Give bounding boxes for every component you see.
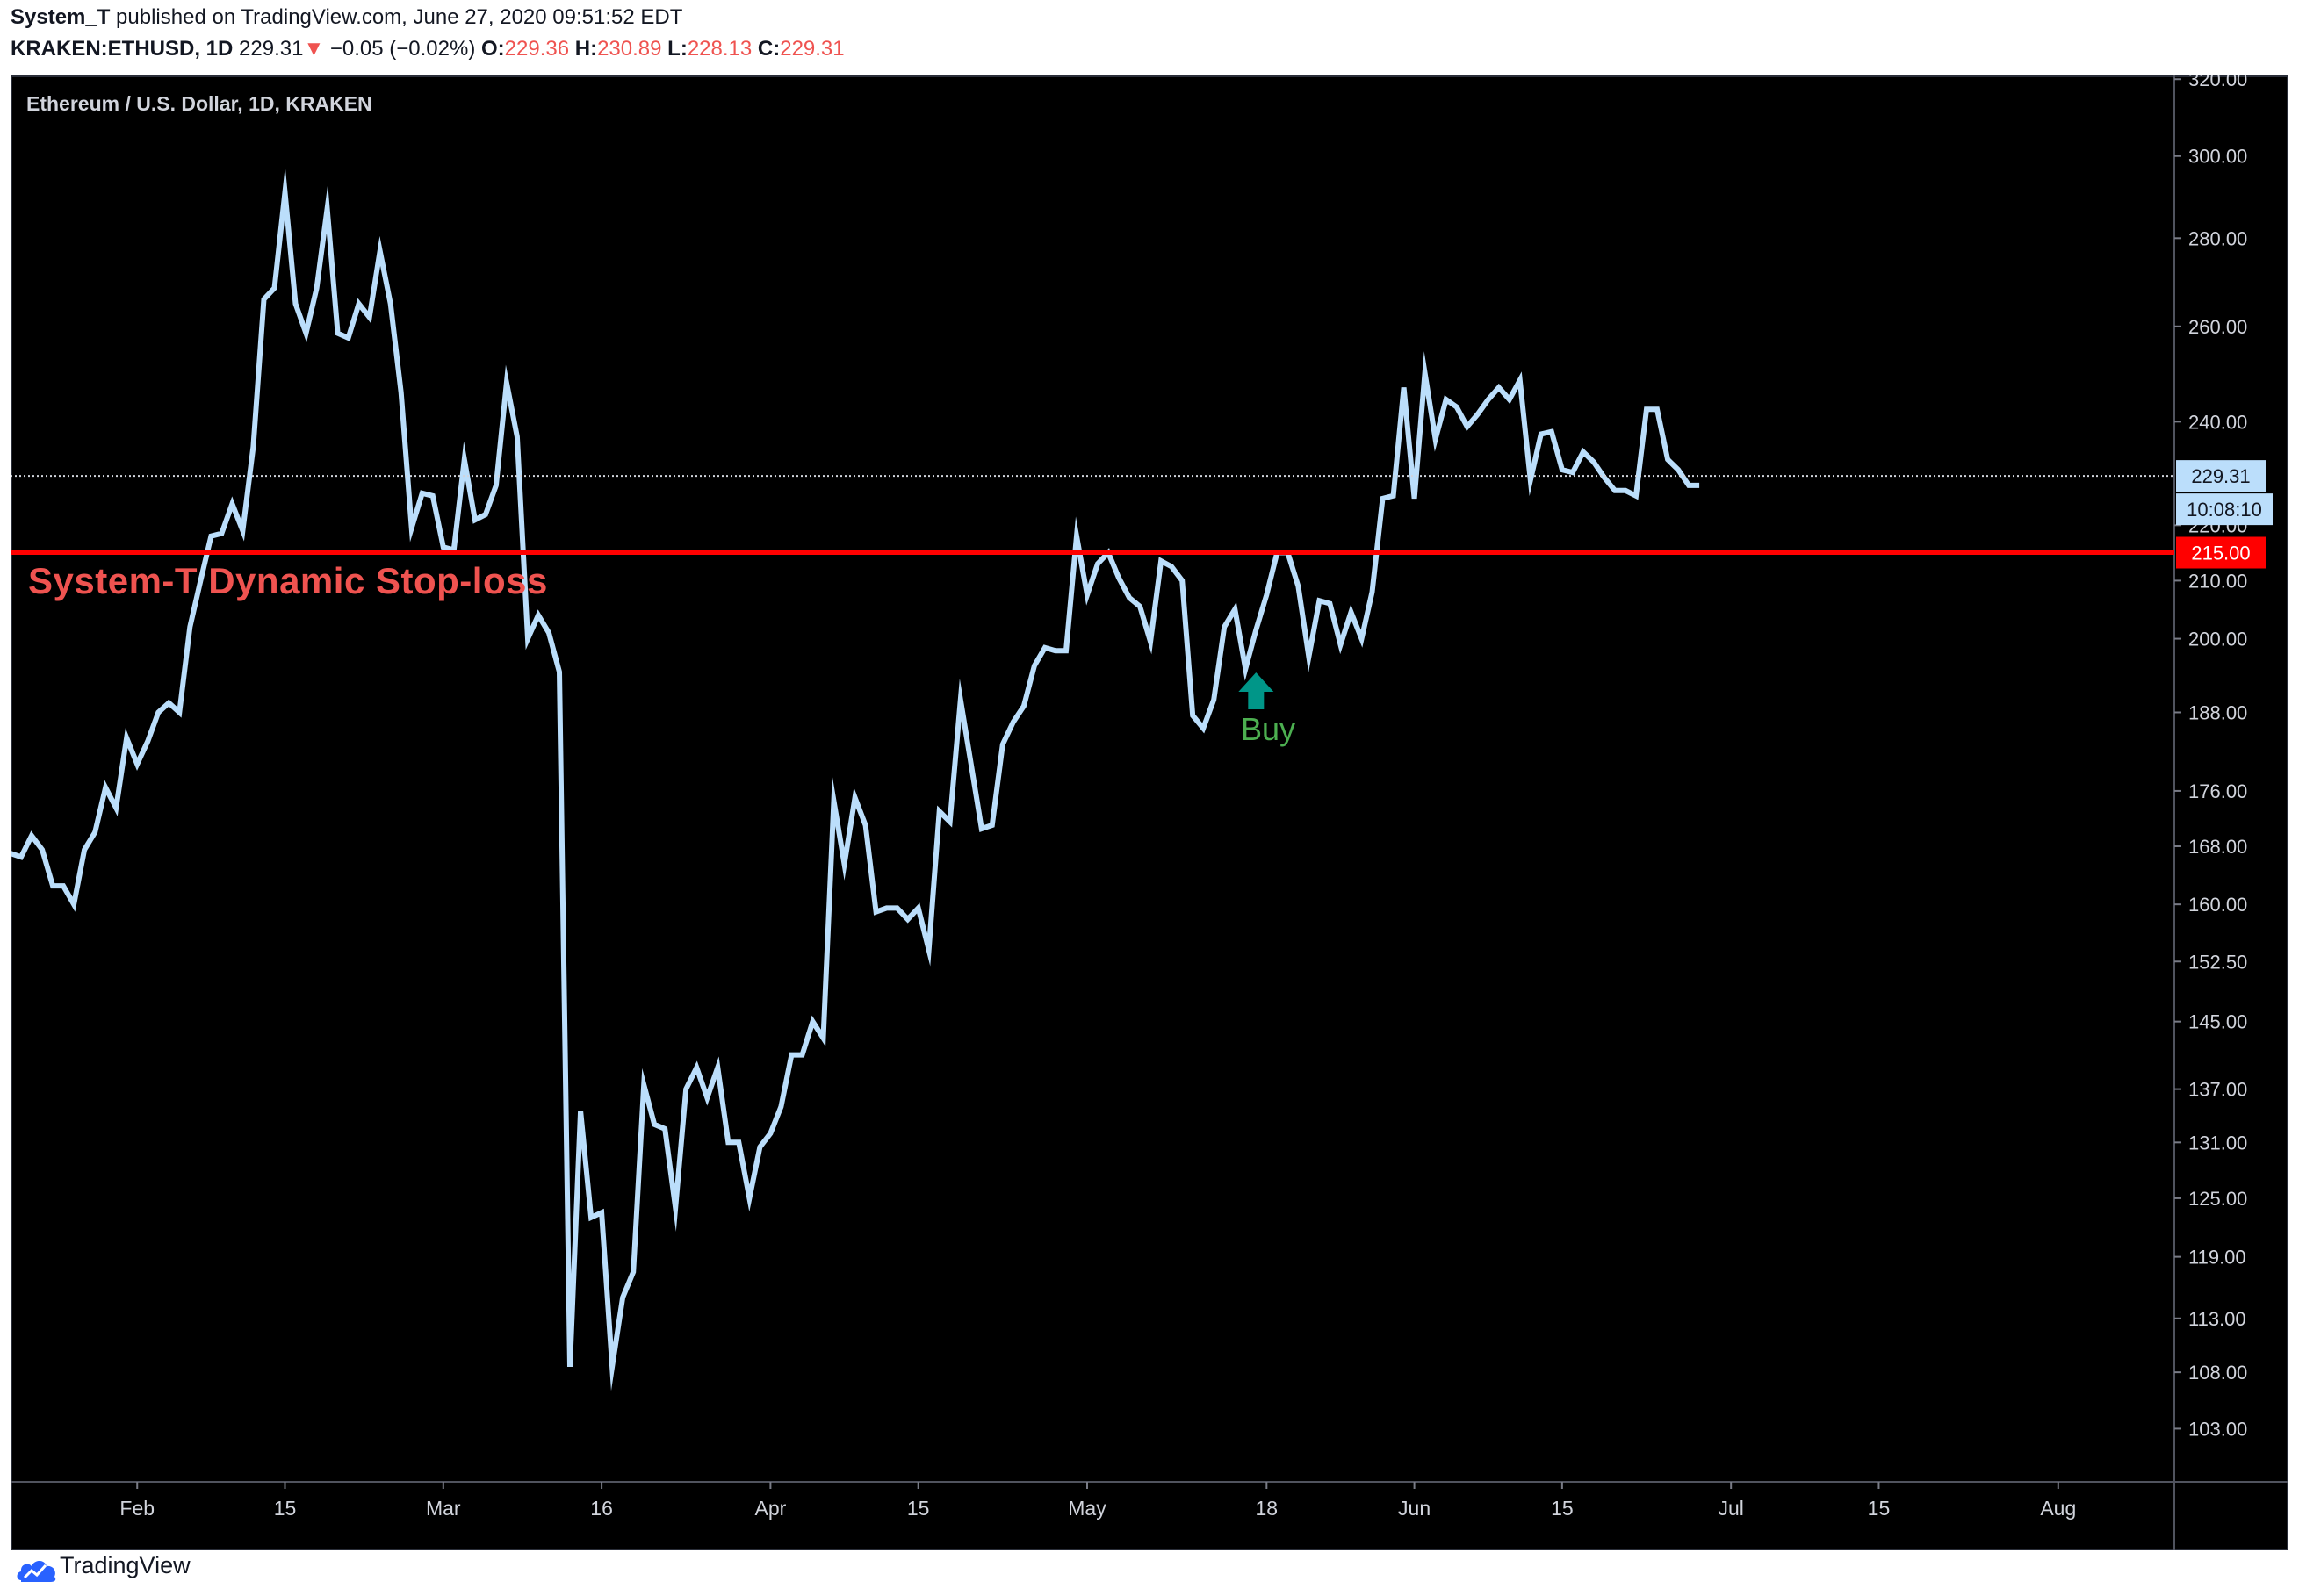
time-tick-label: 15 [1868,1497,1891,1520]
time-axis[interactable]: Feb 15 Mar 16 Apr 15 May 18 Jun 15 Jul 15 Aug [11,1481,2288,1520]
price-tick-label: 240.00 [2188,411,2247,433]
time-tick-label: 15 [907,1497,930,1520]
price-tick-label: 168.00 [2188,836,2247,858]
time-tick-label: Mar [426,1497,461,1520]
price-tick-label: 300.00 [2188,146,2247,168]
price-tick-label: 113.00 [2188,1308,2246,1330]
time-tick-label: 16 [590,1497,613,1520]
open-label: O: [481,37,505,61]
change-value: −0.05 (−0.02%) [329,37,476,61]
countdown-tag [2176,493,2273,526]
countdown-tag-label: 10:08:10 [2187,499,2262,521]
price-tick-label: 152.50 [2188,951,2247,973]
chart-overlays: 229.31 10:08:10 215.00 [11,460,2273,709]
close-value: 229.31 [780,37,845,61]
time-tick-label: May [1068,1497,1106,1520]
high-value: 230.89 [597,37,662,61]
publish-info: System_T published on TradingView.com, J… [11,5,682,30]
last-price-tag [2176,460,2266,492]
time-tick-label: 15 [1551,1497,1574,1520]
last-price-value: 229.31 [239,37,304,61]
price-tick-label: 160.00 [2188,894,2247,916]
time-tick-label: Aug [2040,1497,2076,1520]
low-value: 228.13 [687,37,753,61]
price-tick-label: 131.00 [2188,1132,2247,1154]
stop-loss-tag-label: 215.00 [2191,543,2250,564]
buy-signal-label: Buy [1241,711,1296,747]
time-tick-label: Feb [119,1497,155,1520]
footer-bar [0,1550,2299,1596]
down-arrow-icon: ▼ [303,37,325,61]
stop-loss-tag [2176,536,2266,569]
chart-symbol-title: Ethereum / U.S. Dollar, 1D, KRAKEN [26,92,372,115]
buy-arrow-icon [1238,672,1274,709]
time-tick-label: Jul [1718,1497,1743,1520]
author-name[interactable]: System_T [11,5,111,29]
price-tick-label: 145.00 [2188,1011,2247,1033]
price-tick-label: 137.00 [2188,1079,2247,1101]
price-line [11,166,1700,1391]
last-price-tag-label: 229.31 [2191,465,2250,487]
time-tick-label: 18 [1256,1497,1279,1520]
price-tick-label: 320.00 [2188,75,2247,90]
tradingview-logo-icon[interactable] [16,1554,60,1584]
price-tick-label: 200.00 [2188,629,2247,651]
low-label: L: [667,37,688,61]
time-tick-label: Apr [755,1497,787,1520]
price-axis[interactable]: 320.00300.00280.00260.00240.00220.00210.… [2173,75,2247,1550]
price-tick-label: 125.00 [2188,1188,2247,1210]
price-series [11,166,1700,1391]
header-bar: System_T published on TradingView.com, J… [0,0,2299,74]
price-tick-label: 103.00 [2188,1418,2247,1440]
price-tick-label: 119.00 [2188,1247,2246,1269]
open-value: 229.36 [504,37,570,61]
close-label: C: [757,37,781,61]
time-tick-label: 15 [274,1497,297,1520]
ohlc-legend: KRAKEN:ETHUSD, 1D 229.31▼ −0.05 (−0.02%)… [11,37,845,61]
time-tick-label: Jun [1398,1497,1431,1520]
tradingview-brand[interactable]: TradingView [60,1552,191,1578]
publish-text: published on TradingView.com, June 27, 2… [110,5,683,29]
price-tick-label: 280.00 [2188,227,2247,249]
price-tick-label: 260.00 [2188,316,2247,338]
high-label: H: [574,37,598,61]
price-chart[interactable]: 320.00300.00280.00260.00240.00220.00210.… [11,75,2288,1550]
price-tick-label: 188.00 [2188,701,2247,723]
symbol-label[interactable]: KRAKEN:ETHUSD, 1D [11,37,234,61]
price-tick-label: 210.00 [2188,570,2247,592]
price-tick-label: 108.00 [2188,1362,2247,1384]
stop-loss-label: System-T Dynamic Stop-loss [28,560,548,601]
price-tick-label: 176.00 [2188,780,2247,802]
